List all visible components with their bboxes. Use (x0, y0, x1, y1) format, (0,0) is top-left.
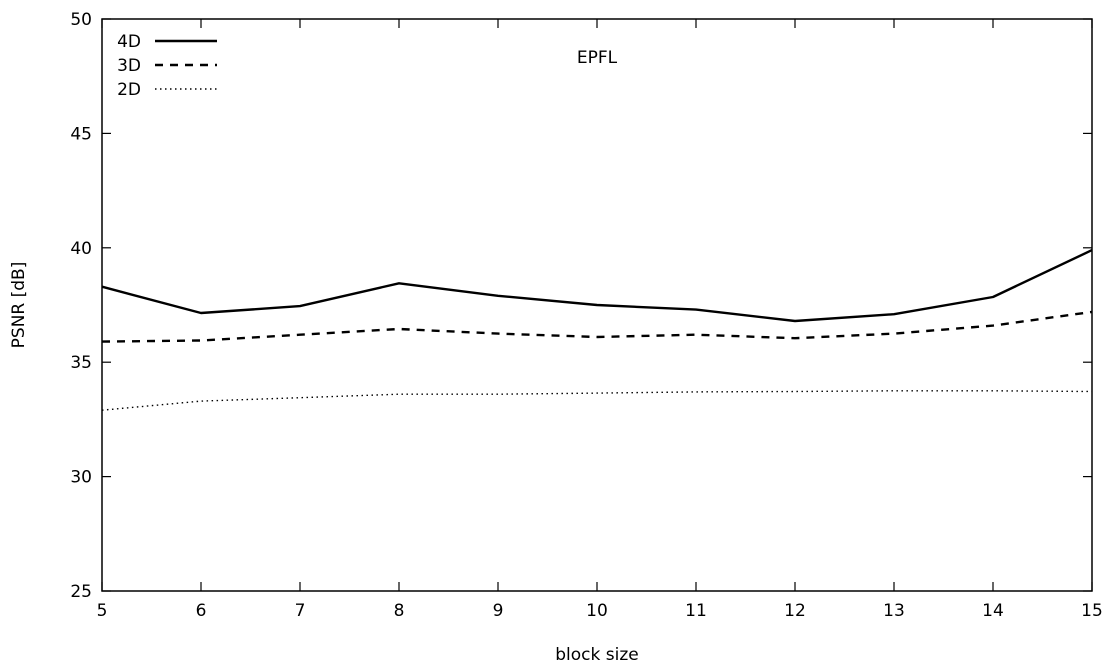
series-line-2d (102, 391, 1092, 410)
series-line-3d (102, 312, 1092, 342)
legend-label-2d: 2D (117, 80, 141, 100)
y-axis-label: PSNR [dB] (9, 262, 29, 349)
y-tick-label: 25 (70, 582, 92, 602)
x-tick-label: 5 (97, 601, 108, 621)
y-tick-label: 40 (70, 239, 92, 259)
x-tick-label: 6 (196, 601, 207, 621)
x-tick-label: 15 (1081, 601, 1103, 621)
x-axis-label: block size (555, 645, 638, 665)
y-tick-label: 35 (70, 353, 92, 373)
x-tick-label: 12 (784, 601, 806, 621)
x-tick-label: 8 (394, 601, 405, 621)
x-tick-label: 10 (586, 601, 608, 621)
axis-ticks: 5 6 7 8 9 10 11 12 13 14 15 25 30 35 40 45 50 (70, 10, 1102, 621)
series-layer (102, 250, 1092, 410)
y-tick-label: 45 (70, 124, 92, 144)
x-tick-label: 14 (982, 601, 1004, 621)
series-line-4d (102, 250, 1092, 321)
chart-annotation: EPFL (577, 48, 618, 68)
legend: 4D 3D 2D (117, 32, 217, 100)
x-tick-label: 11 (685, 601, 707, 621)
y-tick-label: 50 (70, 10, 92, 30)
legend-label-3d: 3D (117, 56, 141, 76)
x-tick-label: 13 (883, 601, 905, 621)
x-tick-label: 7 (295, 601, 306, 621)
y-tick-label: 30 (70, 468, 92, 488)
legend-label-4d: 4D (117, 32, 141, 52)
x-tick-label: 9 (493, 601, 504, 621)
